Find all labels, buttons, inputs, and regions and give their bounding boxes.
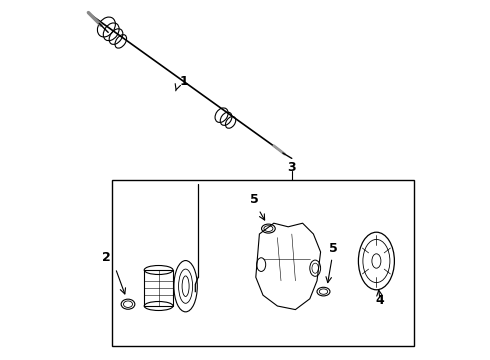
Text: 2: 2: [102, 251, 111, 264]
Text: 5: 5: [329, 242, 338, 255]
Polygon shape: [256, 223, 320, 310]
Text: 5: 5: [249, 193, 258, 206]
Bar: [144, 270, 173, 306]
Bar: [112, 180, 414, 346]
Text: 4: 4: [376, 294, 384, 307]
Text: 1: 1: [179, 75, 188, 87]
Text: 3: 3: [288, 161, 296, 174]
